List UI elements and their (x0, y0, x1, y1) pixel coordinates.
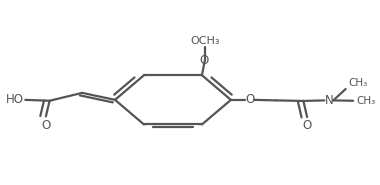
Text: O: O (41, 119, 51, 132)
Text: O: O (200, 54, 209, 67)
Text: CH₃: CH₃ (348, 78, 368, 88)
Text: OCH₃: OCH₃ (190, 36, 220, 46)
Text: O: O (302, 119, 312, 132)
Text: O: O (245, 93, 254, 106)
Text: CH₃: CH₃ (356, 96, 375, 106)
Text: N: N (325, 94, 333, 107)
Text: HO: HO (5, 93, 24, 106)
